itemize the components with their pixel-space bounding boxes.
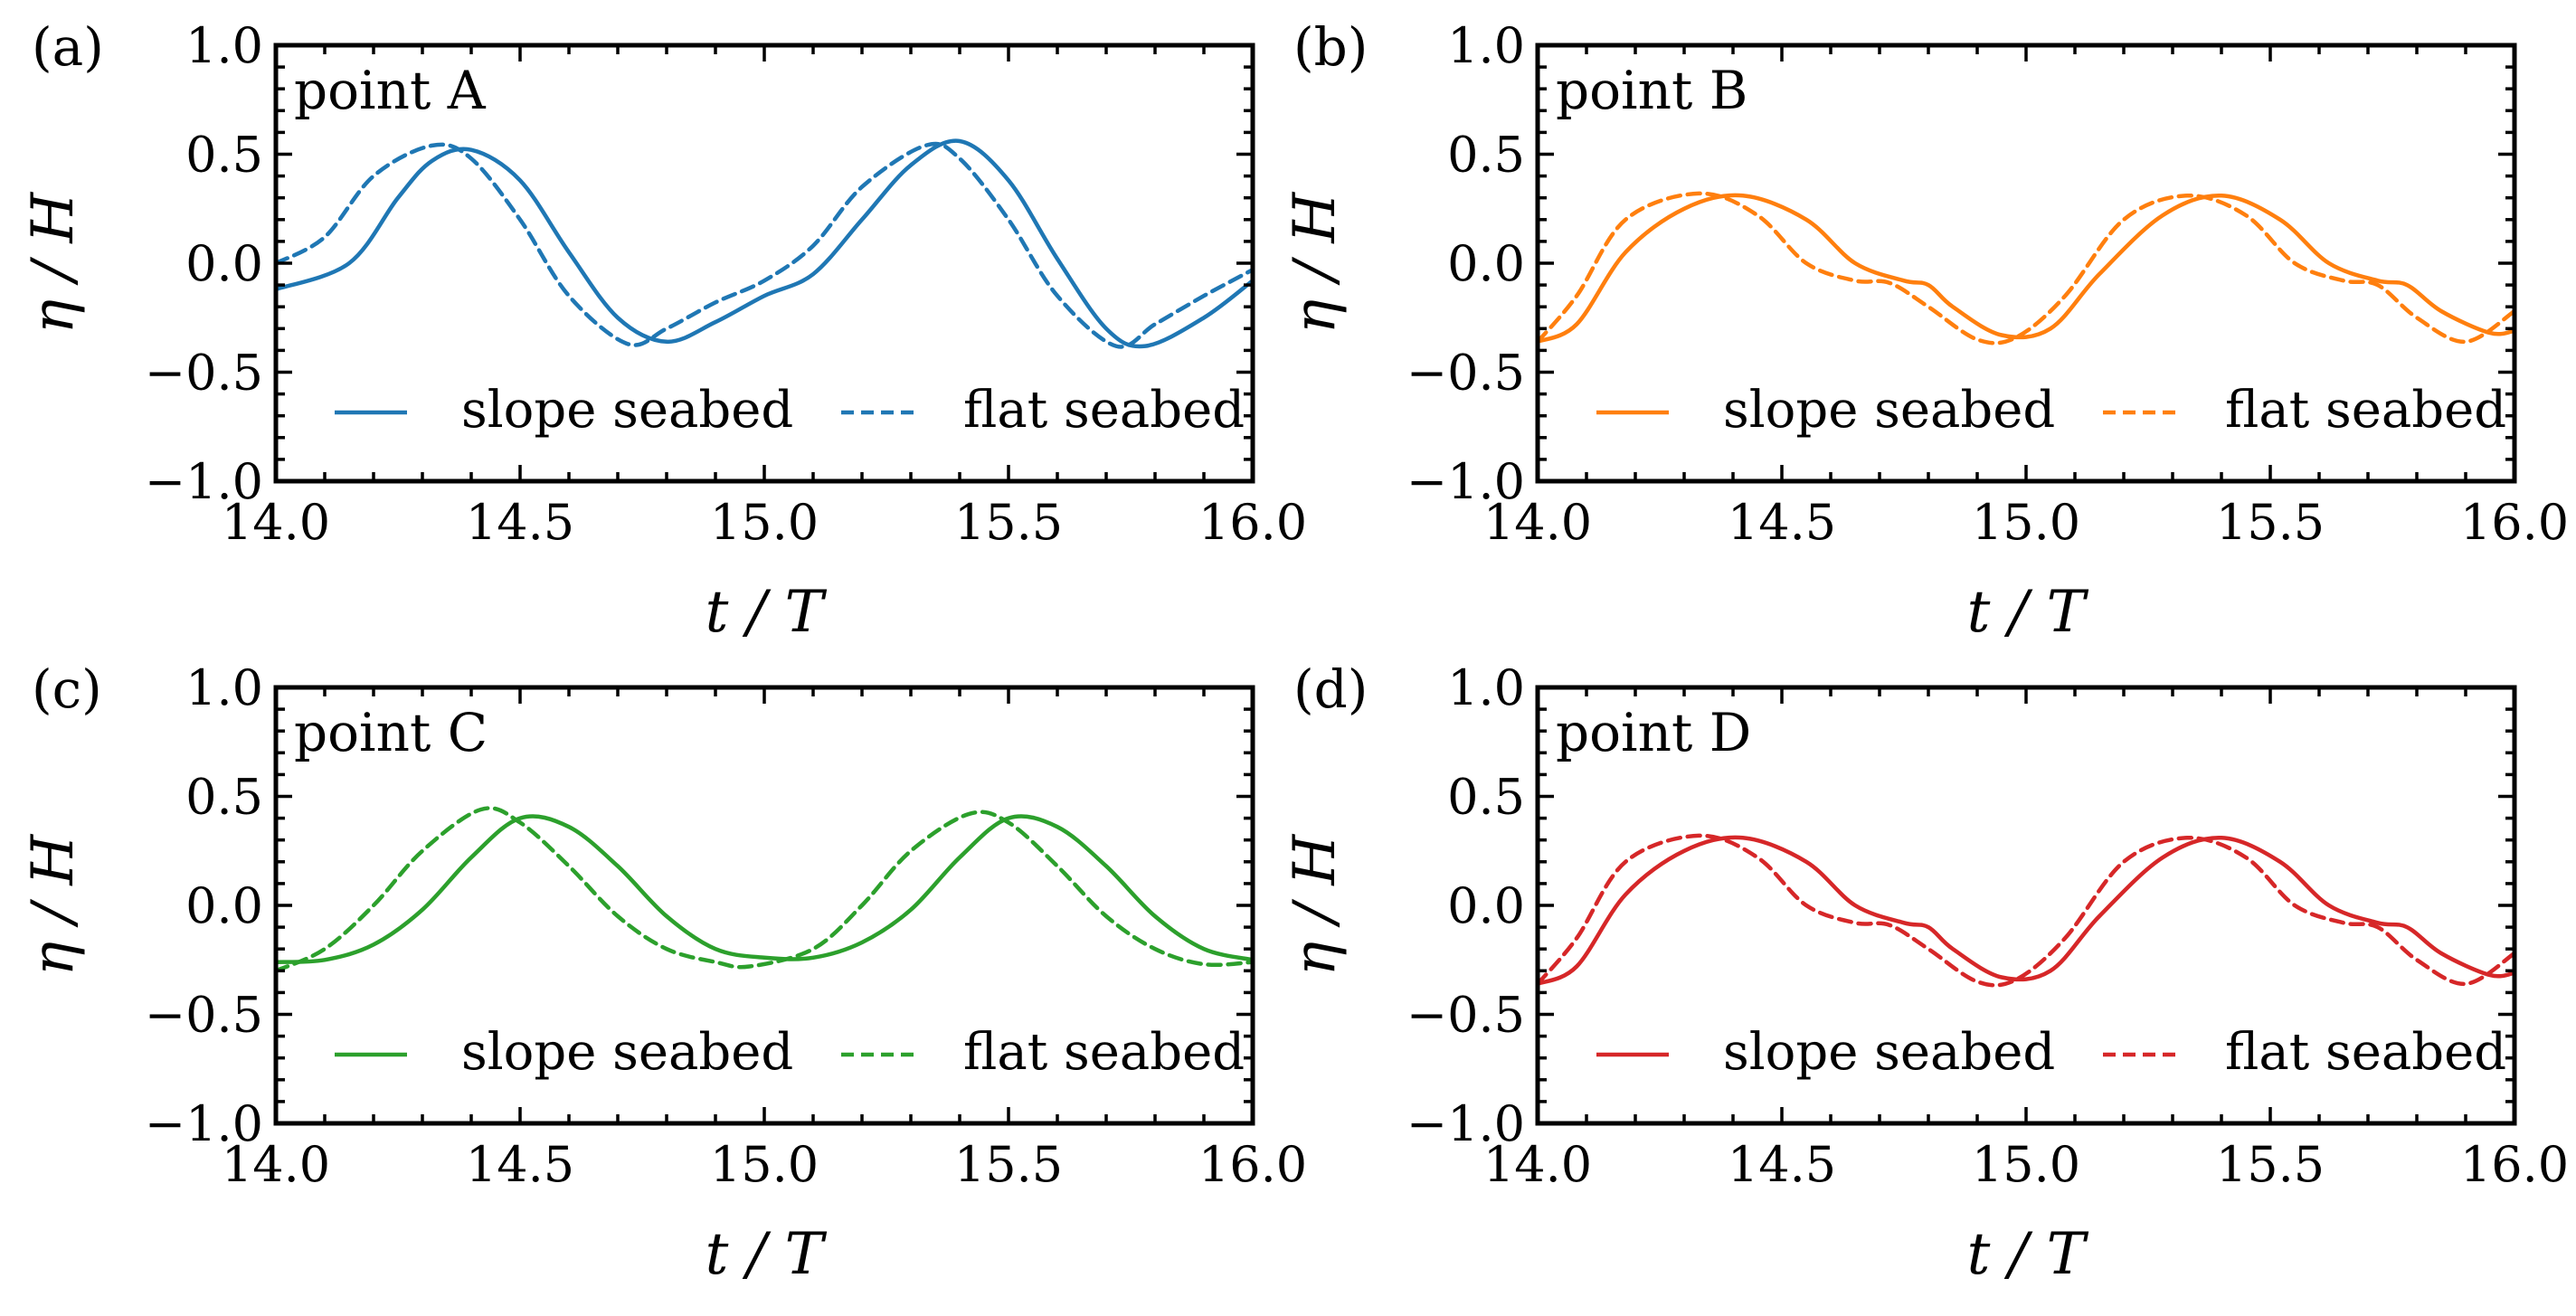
y-axis-label: η / H (20, 192, 87, 335)
panel-letter: (b) (1293, 16, 1368, 78)
x-tick-label: 14.5 (466, 1136, 574, 1193)
x-tick-label: 16.0 (1198, 1136, 1307, 1193)
series-line-flat-seabed (1538, 191, 2514, 346)
x-axis-label: t / T (706, 579, 828, 646)
legend-label: slope seabed (1723, 381, 2055, 440)
x-tick-label: 15.0 (1972, 494, 2080, 551)
x-tick-label: 16.0 (2460, 1136, 2569, 1193)
y-tick-label: 0.5 (185, 769, 263, 826)
x-tick-label: 15.0 (1972, 1136, 2080, 1193)
series-line-slope-seabed (276, 138, 1253, 349)
legend: slope seabed flat seabed (335, 1023, 1245, 1082)
plot-frame (1535, 43, 2517, 484)
series-line-slope-seabed (1538, 193, 2514, 345)
legend-label: slope seabed (461, 1023, 793, 1082)
panel-letter: (c) (32, 658, 102, 720)
legend: slope seabed flat seabed (1596, 381, 2506, 440)
y-tick-label: 0.0 (185, 235, 263, 292)
legend-label: flat seabed (2225, 1023, 2506, 1082)
y-tick-label: 0.5 (1447, 769, 1525, 826)
y-tick-label: 1.0 (1447, 17, 1525, 74)
panel-letter: (d) (1293, 658, 1368, 720)
series-group (276, 806, 1253, 973)
legend-label: flat seabed (2225, 381, 2506, 440)
series-line-flat-seabed (276, 806, 1253, 973)
y-tick-label: 0.0 (1447, 235, 1525, 292)
x-tick-label: 14.5 (1728, 1136, 1836, 1193)
x-tick-label: 14.5 (466, 494, 574, 551)
y-tick-label: −0.5 (1406, 345, 1525, 402)
series-group (276, 138, 1253, 349)
legend: slope seabed flat seabed (335, 381, 1245, 440)
series-line-flat-seabed (276, 141, 1253, 349)
legend: slope seabed flat seabed (1596, 1023, 2506, 1082)
series-line-slope-seabed (276, 814, 1253, 964)
x-tick-label: 16.0 (1198, 494, 1307, 551)
x-axis-label: t / T (1967, 579, 2089, 646)
y-tick-label: 1.0 (185, 17, 263, 74)
x-tick-label: 15.5 (2216, 1136, 2325, 1193)
point-title: point C (294, 702, 488, 763)
x-tick-label: 14.0 (1483, 494, 1592, 551)
plot-frame (273, 43, 1255, 484)
y-tick-label: −0.5 (1406, 987, 1525, 1044)
y-tick-label: 0.5 (185, 127, 263, 184)
y-tick-label: 0.0 (185, 877, 263, 934)
panel-a: 14.0 14.5 15.0 15.5 16.0 1.0 0.5 0.0 −0.5 −1.0 (a)… (20, 16, 1307, 646)
x-tick-label: 15.5 (954, 1136, 1063, 1193)
point-title: point A (294, 60, 487, 121)
x-tick-label: 14.0 (222, 1136, 330, 1193)
x-tick-label: 14.0 (1483, 1136, 1592, 1193)
panel-b: 14.0 14.5 15.0 15.5 16.0 1.0 0.5 0.0 −0.5 −1.0 (b)… (1282, 16, 2569, 646)
panel-d: 14.0 14.5 15.0 15.5 16.0 1.0 0.5 0.0 −0.5 −1.0 (d)… (1282, 658, 2569, 1288)
series-group (1538, 833, 2514, 988)
y-tick-label: 1.0 (1447, 659, 1525, 716)
legend-label: slope seabed (1723, 1023, 2055, 1082)
x-axis-label: t / T (1967, 1221, 2089, 1288)
series-line-flat-seabed (1538, 833, 2514, 988)
x-tick-label: 14.0 (222, 494, 330, 551)
y-tick-label: −1.0 (1406, 453, 1525, 510)
y-tick-label: −1.0 (145, 1095, 263, 1152)
y-tick-label: −0.5 (145, 345, 263, 402)
y-axis-label: η / H (1282, 192, 1349, 335)
legend-label: flat seabed (963, 381, 1245, 440)
x-tick-label: 16.0 (2460, 494, 2569, 551)
x-tick-label: 14.5 (1728, 494, 1836, 551)
legend-label: flat seabed (963, 1023, 1245, 1082)
y-tick-label: −1.0 (145, 453, 263, 510)
y-axis-label: η / H (20, 834, 87, 977)
y-tick-label: 0.5 (1447, 127, 1525, 184)
y-tick-label: 0.0 (1447, 877, 1525, 934)
point-title: point B (1556, 60, 1747, 121)
plot-frame (273, 685, 1255, 1126)
series-group (1538, 191, 2514, 346)
x-tick-label: 15.5 (2216, 494, 2325, 551)
x-tick-label: 15.0 (710, 494, 819, 551)
point-title: point D (1556, 702, 1751, 763)
y-tick-label: −1.0 (1406, 1095, 1525, 1152)
plot-frame (1535, 685, 2517, 1126)
y-tick-label: −0.5 (145, 987, 263, 1044)
series-line-slope-seabed (1538, 835, 2514, 987)
x-tick-label: 15.0 (710, 1136, 819, 1193)
y-axis-label: η / H (1282, 834, 1349, 977)
x-tick-label: 15.5 (954, 494, 1063, 551)
legend-label: slope seabed (461, 381, 793, 440)
panel-c: 14.0 14.5 15.0 15.5 16.0 1.0 0.5 0.0 −0.5 −1.0 (c)… (20, 658, 1307, 1288)
panel-letter: (a) (32, 16, 104, 78)
y-tick-label: 1.0 (185, 659, 263, 716)
x-axis-label: t / T (706, 1221, 828, 1288)
